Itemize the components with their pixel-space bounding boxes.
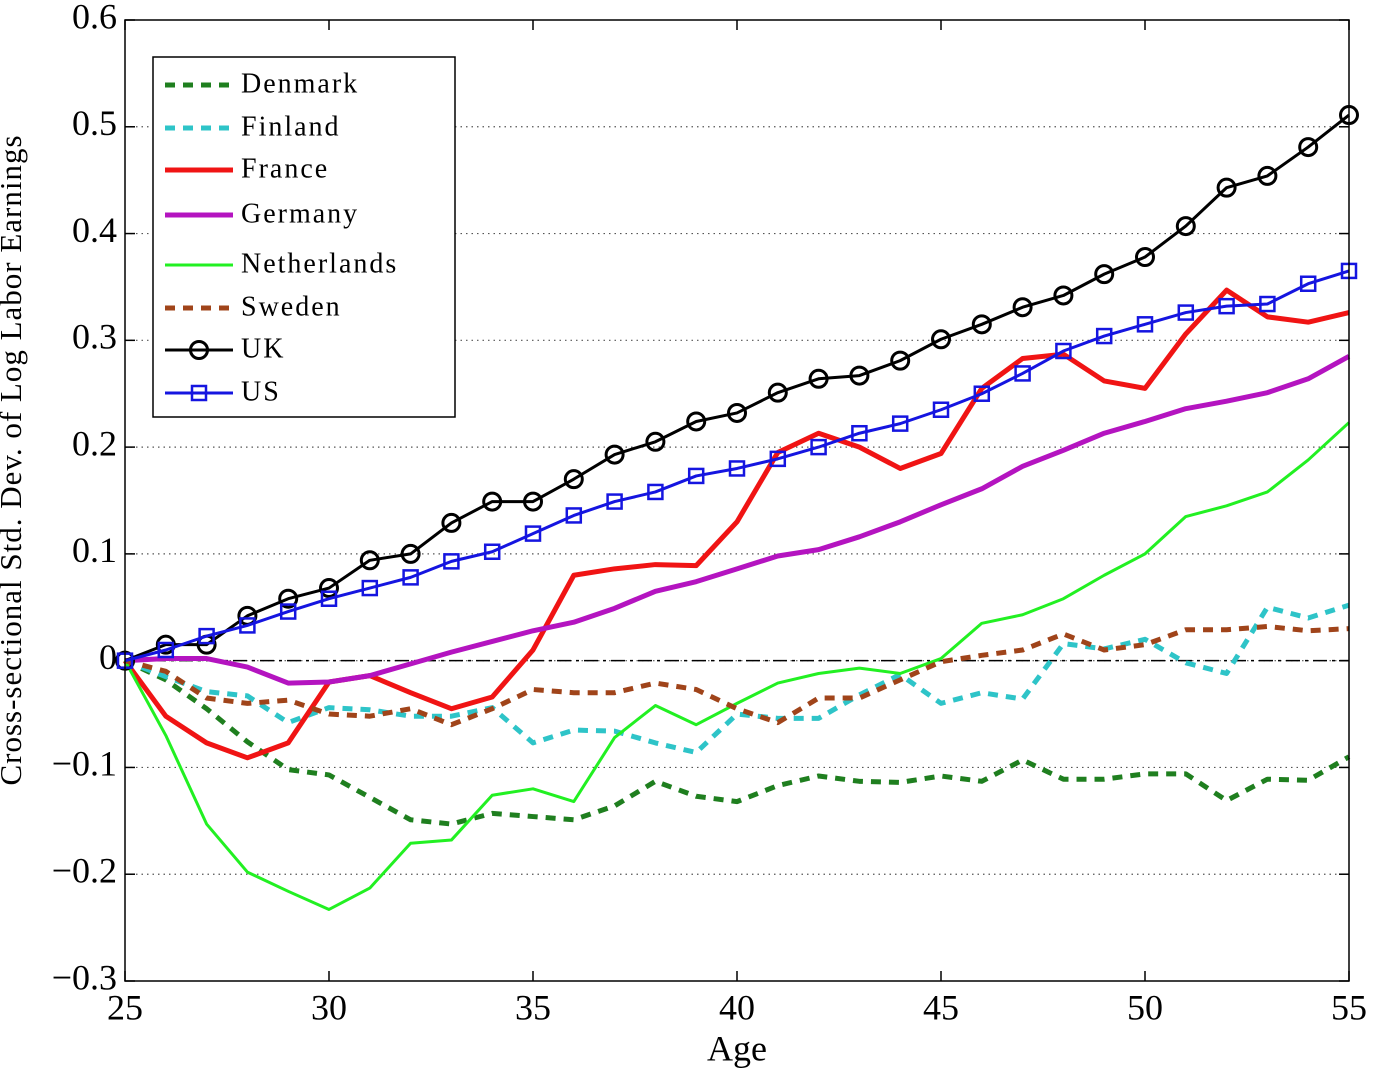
marker [686, 411, 707, 432]
series-line [124, 113, 1350, 663]
marker [361, 579, 379, 597]
marker [565, 507, 583, 524]
marker [1135, 247, 1155, 268]
marker [320, 590, 338, 607]
legend: Denmark Finland France Germany Netherlands Sw… [152, 56, 456, 418]
x-tick-label: 30 [311, 987, 347, 1027]
marker [1216, 177, 1237, 198]
marker [645, 431, 666, 452]
legend-label: Denmark [241, 68, 359, 99]
x-tick-label: 35 [515, 987, 551, 1027]
marker [1259, 295, 1276, 313]
marker [728, 460, 746, 477]
marker [279, 603, 297, 620]
y-axis-title: Cross-sectional Std. Dev. of Log Labor E… [0, 134, 28, 785]
marker [1175, 216, 1196, 237]
marker [278, 588, 299, 609]
legend-label: US [241, 376, 281, 407]
x-tick-label: 45 [923, 987, 959, 1027]
x-tick-label: 25 [107, 987, 143, 1027]
marker [1094, 264, 1115, 285]
legend-label: Germany [241, 198, 359, 229]
legend-label: Sweden [241, 291, 342, 322]
marker [523, 491, 543, 512]
series-line [124, 354, 1351, 686]
marker [402, 569, 419, 586]
series-line [123, 658, 1351, 827]
marker [198, 627, 215, 645]
y-tick-label: −0.3 [52, 957, 117, 997]
legend-label: Finland [241, 111, 341, 142]
marker [1218, 297, 1235, 315]
marker [767, 382, 788, 403]
marker [973, 385, 991, 402]
marker [808, 368, 829, 389]
y-tick-label: 0.3 [72, 317, 117, 357]
marker [932, 401, 950, 418]
marker [155, 634, 176, 655]
legend-label: France [241, 153, 329, 184]
marker [890, 350, 911, 371]
marker [647, 483, 664, 501]
marker [189, 340, 209, 360]
marker [563, 469, 584, 490]
marker [319, 578, 339, 599]
x-axis-title: Age [707, 1028, 767, 1068]
plot-frame [124, 19, 1350, 982]
marker [1014, 365, 1031, 382]
y-tick-label: 0.5 [72, 103, 117, 143]
marker [606, 493, 623, 510]
y-tick-label: 0 [99, 637, 117, 677]
marker [1136, 316, 1154, 333]
marker [1055, 342, 1072, 360]
series-line [124, 623, 1350, 728]
y-tick-label: −0.2 [52, 850, 117, 890]
x-tick-label: 55 [1331, 987, 1367, 1027]
marker [1257, 165, 1278, 186]
y-tick-label: −0.1 [52, 744, 117, 784]
y-tick-label: 0.1 [72, 530, 117, 570]
x-tick-label: 50 [1127, 987, 1163, 1027]
marker [482, 491, 503, 512]
marker [359, 550, 380, 571]
y-tick-label: 0.6 [72, 0, 117, 36]
marker [849, 365, 870, 386]
marker [157, 641, 175, 659]
marker [971, 314, 992, 335]
marker [1012, 297, 1033, 318]
legend-label: Netherlands [241, 248, 398, 279]
marker [239, 617, 256, 634]
legend-label: UK [241, 333, 285, 364]
y-tick-label: 0.4 [72, 210, 117, 250]
marker [190, 384, 208, 402]
marker [483, 543, 501, 561]
marker [1298, 137, 1319, 158]
marker [441, 512, 462, 533]
x-tick-label: 40 [719, 987, 755, 1027]
marker [1299, 275, 1317, 292]
marker [1053, 285, 1074, 306]
marker [891, 415, 909, 432]
marker [931, 329, 951, 350]
marker [687, 467, 705, 485]
marker [1095, 327, 1113, 345]
marker [1177, 304, 1195, 321]
series-line [124, 602, 1350, 755]
marker [727, 402, 747, 423]
marker [769, 450, 787, 468]
marker [604, 444, 625, 465]
marker [524, 525, 542, 542]
marker [810, 438, 827, 456]
y-tick-label: 0.2 [72, 423, 117, 463]
series-line [124, 269, 1350, 663]
marker [851, 424, 868, 442]
marker [400, 543, 421, 564]
marker [443, 553, 460, 570]
series-line [123, 421, 1351, 911]
